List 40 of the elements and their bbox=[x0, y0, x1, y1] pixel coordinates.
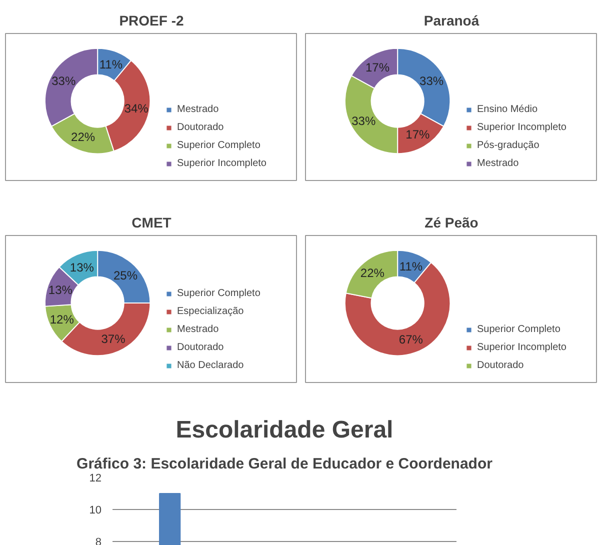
data-label: 17% bbox=[406, 128, 430, 142]
data-label: 11% bbox=[99, 57, 123, 72]
data-label: 22% bbox=[360, 266, 385, 280]
chart-title: Escolaridade Geral bbox=[176, 416, 394, 444]
data-label: 17% bbox=[365, 60, 390, 74]
legend-label: Superior Incompleto bbox=[477, 121, 566, 133]
y-tick-label: 12 bbox=[89, 472, 102, 484]
data-label: 37% bbox=[101, 332, 126, 346]
chart-title: PROEF -2 bbox=[119, 12, 184, 28]
data-label: 13% bbox=[70, 260, 94, 274]
legend-label: Pós-gradução bbox=[477, 139, 540, 151]
legend-label: Não Declarado bbox=[177, 359, 244, 371]
data-label: 25% bbox=[113, 268, 138, 282]
data-label: 33% bbox=[352, 114, 376, 128]
legend-label: Doutorado bbox=[477, 359, 524, 371]
legend-label: Mestrado bbox=[177, 323, 219, 335]
legend-label: Mestrado bbox=[177, 103, 219, 115]
legend-label: Especialização bbox=[177, 305, 244, 317]
y-tick-label: 10 bbox=[89, 504, 102, 516]
data-label: 67% bbox=[398, 332, 424, 347]
data-label: 13% bbox=[48, 282, 73, 297]
legend-label: Doutorado bbox=[177, 341, 224, 353]
chart-title: CMET bbox=[132, 214, 172, 230]
legend-label: Ensino Médio bbox=[477, 103, 538, 115]
legend-label: Superior Incompleto bbox=[177, 157, 266, 169]
text: Gráfico 3: Escolaridade Geral de Educador e Coordenador bbox=[76, 456, 493, 472]
legend-label: Superior Completo bbox=[177, 287, 260, 299]
chart-title: Zé Peão bbox=[424, 214, 478, 230]
data-label: 33% bbox=[52, 74, 76, 88]
data-label: 12% bbox=[50, 312, 74, 327]
data-label: 34% bbox=[124, 101, 149, 116]
data-label: 33% bbox=[420, 74, 444, 88]
legend-label: Superior Incompleto bbox=[477, 341, 566, 353]
data-label: 22% bbox=[71, 130, 96, 144]
data-label: 11% bbox=[399, 259, 423, 274]
chart-title: Paranoá bbox=[424, 12, 480, 28]
legend-label: Mestrado bbox=[477, 157, 519, 169]
legend-label: Doutorado bbox=[177, 121, 224, 133]
legend-label: Superior Completo bbox=[477, 323, 560, 335]
legend-label: Superior Completo bbox=[177, 139, 260, 151]
